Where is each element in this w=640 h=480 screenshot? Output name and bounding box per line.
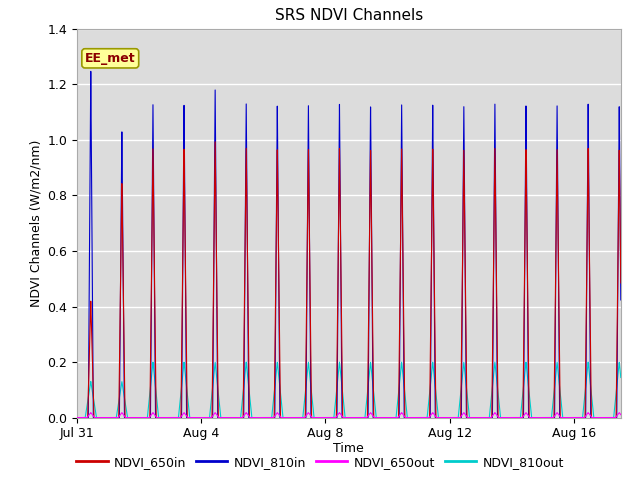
NDVI_810in (180, 171, 188, 177)
NDVI_810out (73, 415, 81, 420)
NDVI_650out (588, 415, 596, 420)
Line: NDVI_650in: NDVI_650in (77, 142, 621, 418)
NDVI_810out (180, 365, 188, 371)
NDVI_650in (76, 415, 83, 420)
Line: NDVI_650out: NDVI_650out (77, 413, 621, 418)
NDVI_810out (339, 392, 347, 398)
NDVI_650in (211, 139, 219, 144)
NDVI_650in (95, 415, 103, 420)
Line: NDVI_810in: NDVI_810in (77, 72, 621, 418)
NDVI_650in (180, 198, 188, 204)
NDVI_810out (243, 359, 250, 365)
NDVI_810in (76, 415, 83, 420)
NDVI_810in (106, 415, 113, 420)
NDVI_650out (76, 415, 83, 420)
NDVI_810in (339, 415, 347, 420)
NDVI_650in (73, 415, 81, 420)
NDVI_810out (95, 415, 103, 420)
NDVI_650in (339, 415, 347, 420)
NDVI_810out (76, 415, 83, 420)
NDVI_650out (106, 415, 113, 420)
Title: SRS NDVI Channels: SRS NDVI Channels (275, 9, 423, 24)
NDVI_810in (617, 297, 625, 303)
NDVI_810out (617, 374, 625, 380)
NDVI_650in (588, 415, 596, 420)
Y-axis label: NDVI Channels (W/m2/nm): NDVI Channels (W/m2/nm) (30, 140, 43, 307)
NDVI_810in (588, 415, 596, 420)
NDVI_650out (95, 415, 103, 420)
Line: NDVI_810out: NDVI_810out (77, 362, 621, 418)
Text: EE_met: EE_met (85, 52, 136, 65)
NDVI_810out (588, 397, 596, 403)
NDVI_650out (73, 415, 81, 420)
NDVI_810out (106, 415, 113, 420)
Legend: NDVI_650in, NDVI_810in, NDVI_650out, NDVI_810out: NDVI_650in, NDVI_810in, NDVI_650out, NDV… (71, 451, 569, 474)
NDVI_650out (339, 414, 347, 420)
NDVI_650out (180, 410, 188, 416)
NDVI_650out (243, 410, 250, 416)
NDVI_650in (617, 280, 625, 286)
NDVI_810in (73, 415, 81, 420)
NDVI_810in (87, 69, 95, 74)
NDVI_650out (617, 412, 625, 418)
NDVI_650in (106, 415, 113, 420)
X-axis label: Time: Time (333, 442, 364, 455)
NDVI_810in (95, 415, 103, 420)
